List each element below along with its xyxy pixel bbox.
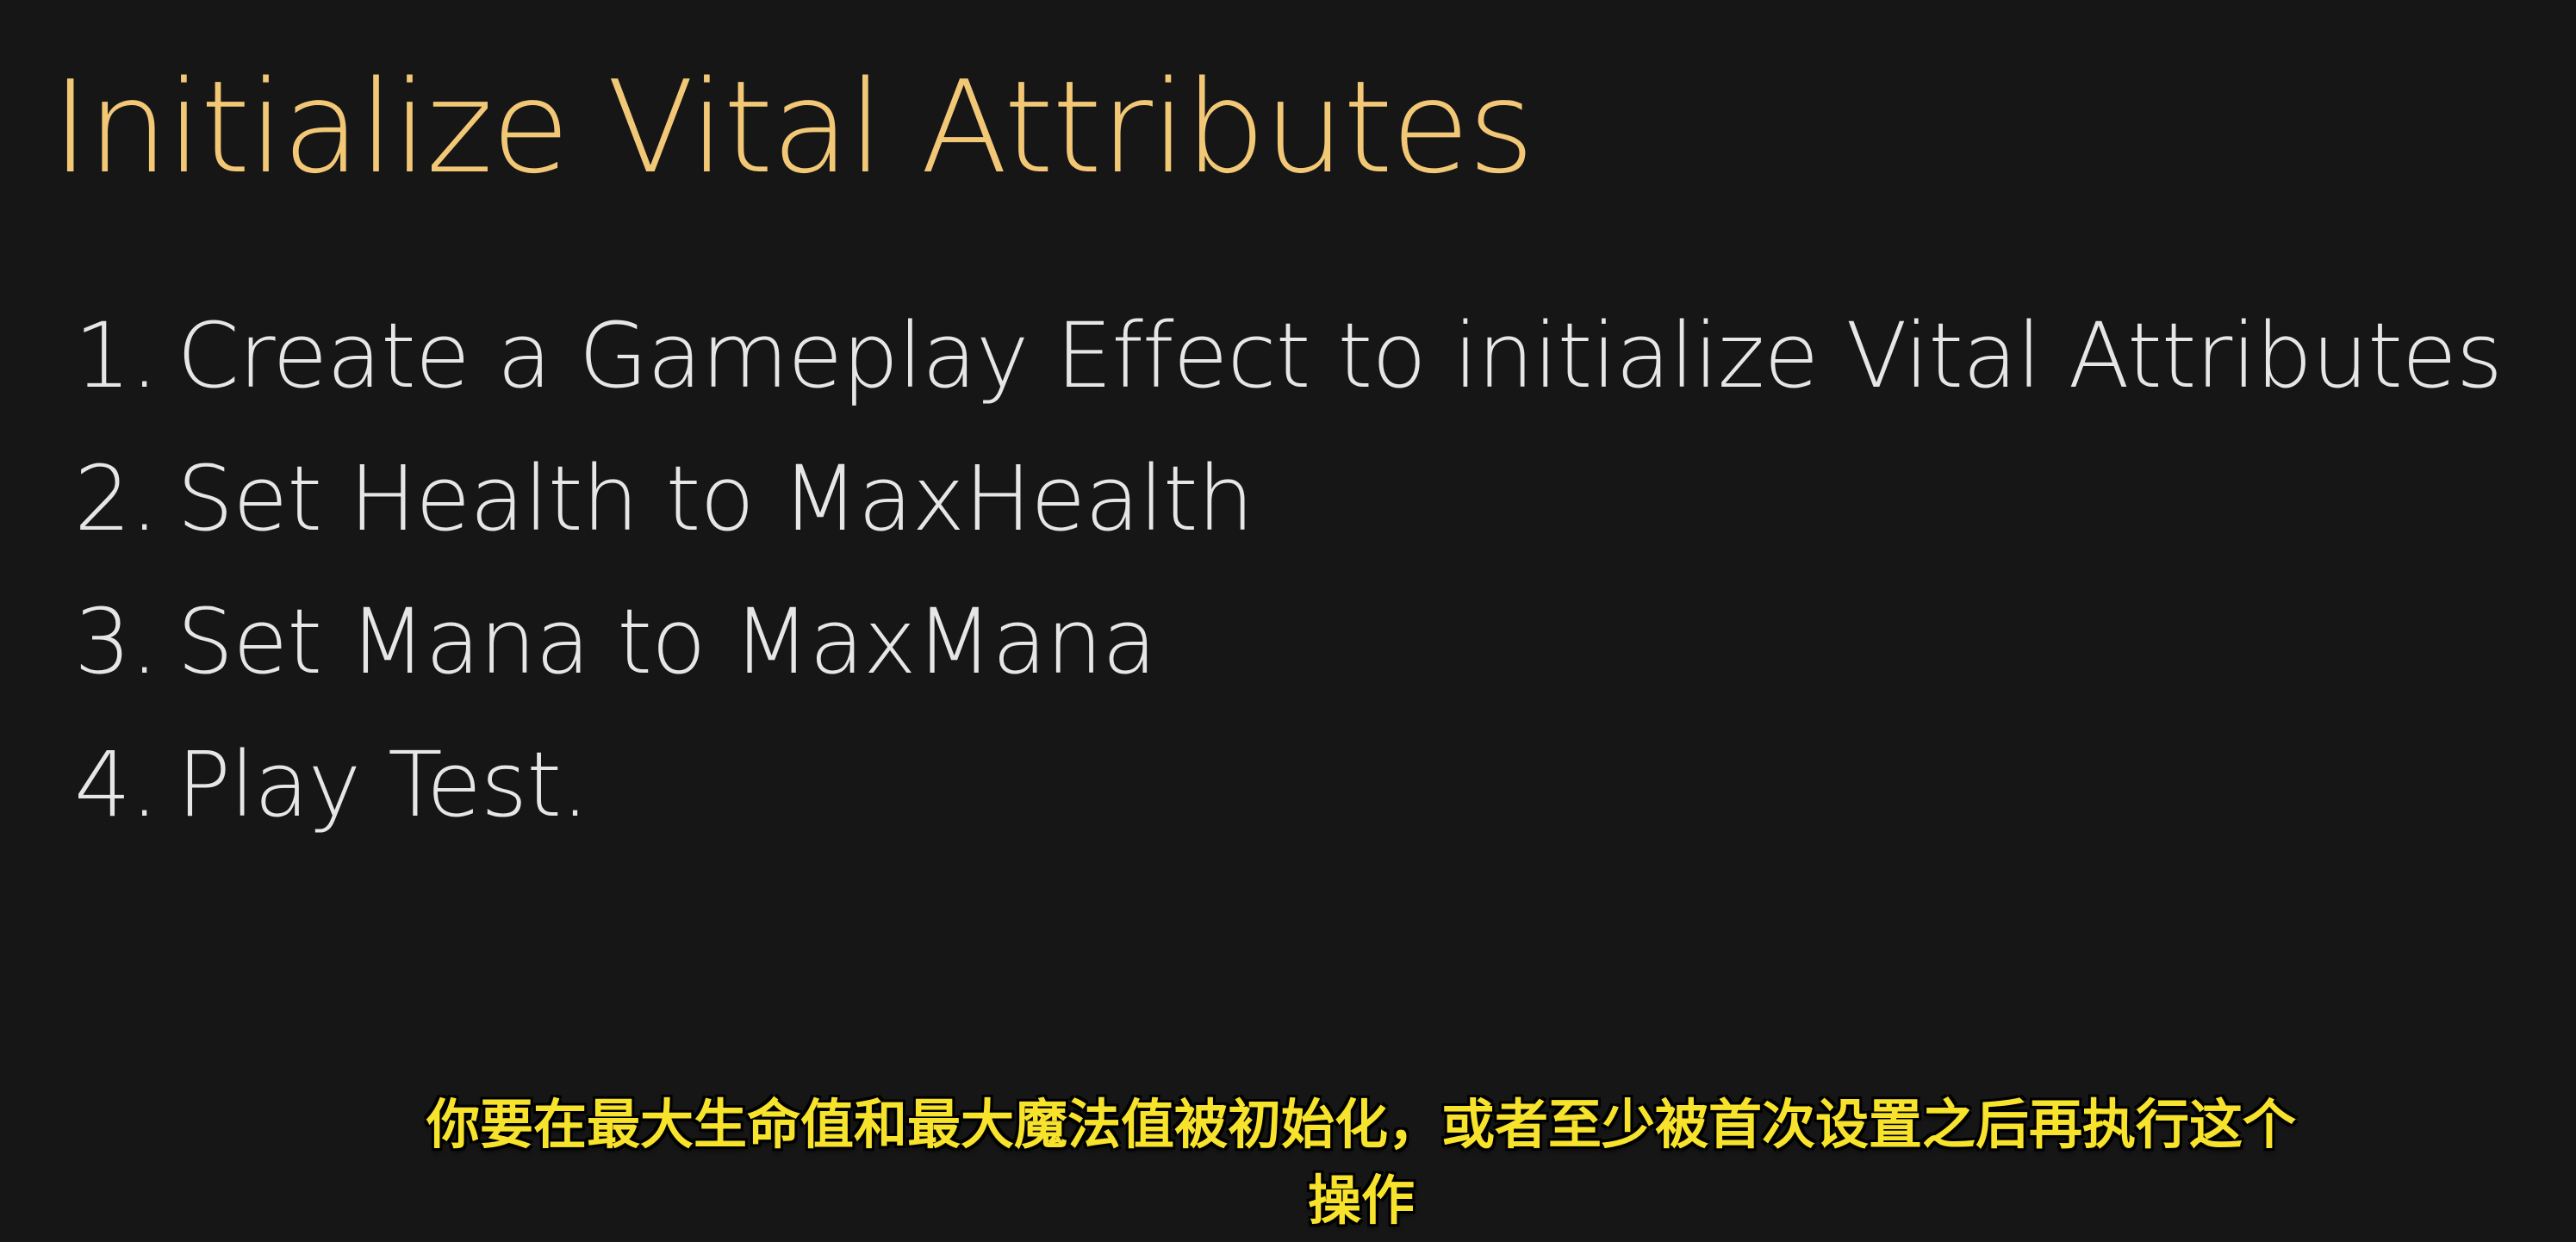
step-number: 4.	[74, 732, 159, 837]
step-text: Create a Gameplay Effect to initialize V…	[177, 303, 2503, 408]
subtitle-line: 你要在最大生命值和最大魔法值被初始化，或者至少被首次设置之后再执行这个	[426, 1093, 2296, 1156]
step-number: 1.	[74, 303, 159, 408]
step-number: 2.	[74, 446, 159, 551]
video-subtitle: 你要在最大生命值和最大魔法值被初始化，或者至少被首次设置之后再执行这个 操作	[198, 1087, 2524, 1239]
step-item: 3. Set Mana to MaxMana	[74, 570, 2502, 713]
step-text: Set Health to MaxHealth	[177, 446, 1254, 551]
step-item: 4. Play Test.	[74, 713, 2502, 856]
step-item: 1. Create a Gameplay Effect to initializ…	[74, 284, 2503, 427]
steps-list: 1. Create a Gameplay Effect to initializ…	[74, 284, 2503, 856]
step-text: Set Mana to MaxMana	[177, 589, 1157, 694]
step-number: 3.	[74, 589, 159, 694]
step-item: 2. Set Health to MaxHealth	[74, 427, 2502, 570]
step-text: Play Test.	[177, 732, 589, 837]
slide-title: Initialize Vital Attributes	[52, 53, 1534, 202]
subtitle-line: 操作	[1307, 1169, 1415, 1232]
